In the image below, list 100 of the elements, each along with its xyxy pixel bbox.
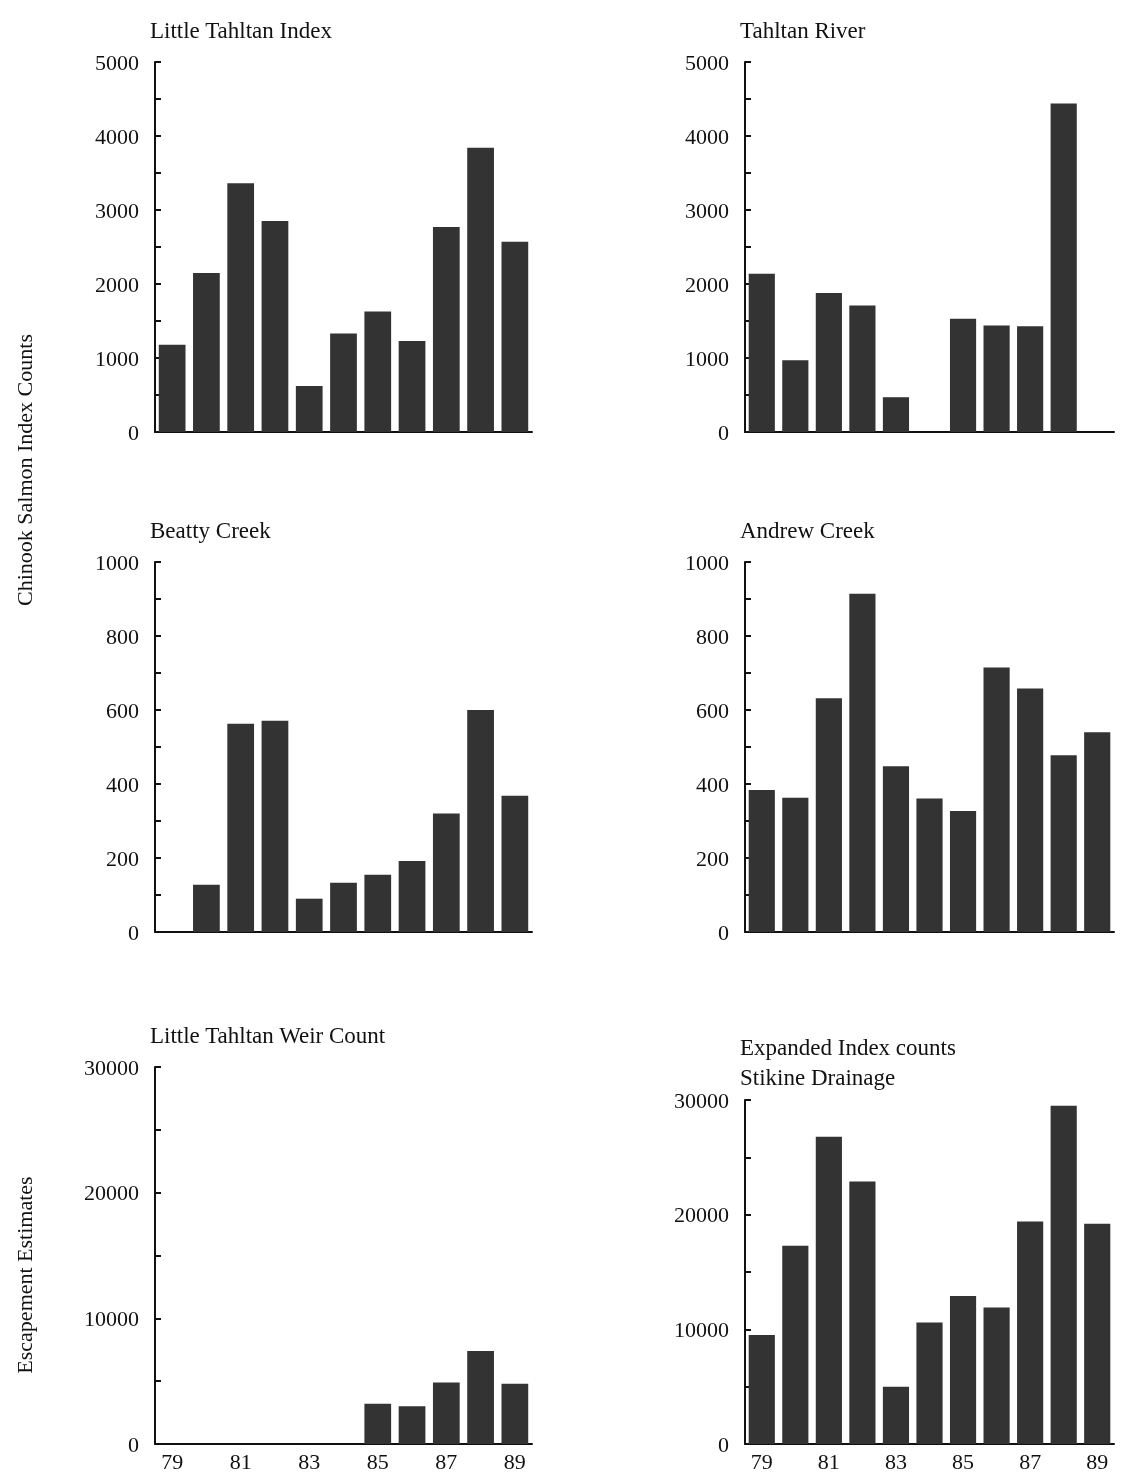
- bar: [432, 1382, 460, 1444]
- chart-title: Little Tahltan Index: [150, 17, 333, 43]
- bar: [949, 1296, 977, 1444]
- y-axis-title: Chinook Salmon Index Counts: [12, 334, 38, 606]
- y-tick-label: 20000: [674, 1202, 729, 1228]
- bar: [916, 798, 943, 932]
- x-tick-label: 87: [435, 1448, 458, 1474]
- bar: [815, 698, 842, 932]
- bar: [983, 1307, 1010, 1444]
- bar: [158, 344, 186, 432]
- y-tick-label: 600: [696, 697, 729, 723]
- bar: [330, 333, 357, 432]
- bar: [261, 720, 289, 932]
- bar: [261, 221, 289, 432]
- bar: [364, 311, 392, 432]
- bar: [501, 1383, 529, 1444]
- bar: [1084, 732, 1111, 932]
- chart-title: Little Tahltan Weir Count: [150, 1022, 386, 1048]
- y-tick-label: 30000: [674, 1087, 729, 1113]
- bar: [467, 147, 494, 432]
- y-tick-label: 10000: [84, 1305, 139, 1331]
- bar: [1017, 1221, 1044, 1444]
- x-tick-label: 83: [298, 1448, 321, 1474]
- bar: [1084, 1223, 1111, 1444]
- bar: [193, 884, 220, 932]
- x-tick-label: 89: [1086, 1448, 1109, 1474]
- bar: [882, 397, 910, 432]
- y-tick-label: 10000: [674, 1316, 729, 1342]
- x-tick-label: 81: [817, 1448, 840, 1474]
- y-tick-label: 0: [128, 919, 139, 945]
- y-tick-label: 800: [106, 623, 139, 649]
- y-tick-label: 0: [128, 419, 139, 445]
- y-tick-label: 20000: [84, 1180, 139, 1206]
- bar: [364, 1403, 392, 1444]
- bar: [849, 593, 876, 932]
- bar: [849, 305, 876, 432]
- bar: [782, 1245, 809, 1444]
- y-tick-label: 3000: [95, 197, 139, 223]
- y-tick-label: 2000: [685, 271, 729, 297]
- x-tick-label: 79: [161, 1448, 184, 1474]
- bar: [295, 898, 323, 932]
- bar: [782, 797, 809, 932]
- chart-title: Beatty Creek: [150, 517, 272, 543]
- y-tick-label: 4000: [685, 123, 729, 149]
- y-tick-label: 5000: [95, 49, 139, 75]
- y-tick-label: 3000: [685, 197, 729, 223]
- y-tick-label: 4000: [95, 123, 139, 149]
- bar: [849, 1181, 876, 1444]
- y-tick-label: 1000: [95, 345, 139, 371]
- bar: [432, 813, 460, 932]
- y-tick-label: 200: [106, 845, 139, 871]
- bar: [882, 766, 910, 932]
- bar: [1050, 1105, 1077, 1444]
- bar: [916, 1322, 943, 1444]
- y-tick-label: 0: [128, 1431, 139, 1457]
- x-tick-label: 85: [952, 1448, 975, 1474]
- bar: [398, 1406, 426, 1444]
- bar: [193, 272, 220, 432]
- bar: [364, 874, 392, 932]
- bar: [295, 386, 323, 432]
- bar: [398, 860, 426, 932]
- y-tick-label: 400: [696, 771, 729, 797]
- chart-title: Tahltan River: [740, 17, 866, 43]
- bar: [467, 1351, 494, 1444]
- bar: [1050, 755, 1077, 932]
- bar: [748, 789, 775, 932]
- bar: [1017, 326, 1044, 432]
- y-tick-label: 2000: [95, 271, 139, 297]
- x-tick-label: 79: [750, 1448, 773, 1474]
- bar: [501, 241, 529, 432]
- y-tick-label: 1000: [685, 345, 729, 371]
- chart-title: Expanded Index counts Stikine Drainage: [740, 1034, 956, 1090]
- chart-title: Andrew Creek: [740, 517, 876, 543]
- y-tick-label: 0: [718, 419, 729, 445]
- bar: [748, 1335, 775, 1444]
- x-tick-label: 81: [229, 1448, 252, 1474]
- bar: [330, 882, 357, 932]
- y-tick-label: 5000: [685, 49, 729, 75]
- bar: [815, 292, 842, 432]
- y-tick-label: 800: [696, 623, 729, 649]
- bar: [815, 1136, 842, 1444]
- y-tick-label: 1000: [685, 549, 729, 575]
- bar: [432, 227, 460, 432]
- y-tick-label: 200: [696, 845, 729, 871]
- y-tick-label: 30000: [84, 1054, 139, 1080]
- bar: [949, 811, 977, 932]
- y-axis-title: Escapement Estimates: [12, 1176, 38, 1374]
- x-tick-label: 83: [884, 1448, 907, 1474]
- y-tick-label: 0: [718, 919, 729, 945]
- bar: [949, 318, 977, 432]
- bar: [882, 1386, 910, 1444]
- bar: [1017, 688, 1044, 932]
- bar: [782, 360, 809, 432]
- bar: [467, 710, 494, 932]
- y-tick-label: 0: [718, 1431, 729, 1457]
- bar: [1050, 103, 1077, 432]
- bar: [983, 325, 1010, 432]
- x-tick-label: 89: [503, 1448, 526, 1474]
- bar: [398, 340, 426, 432]
- y-tick-label: 400: [106, 771, 139, 797]
